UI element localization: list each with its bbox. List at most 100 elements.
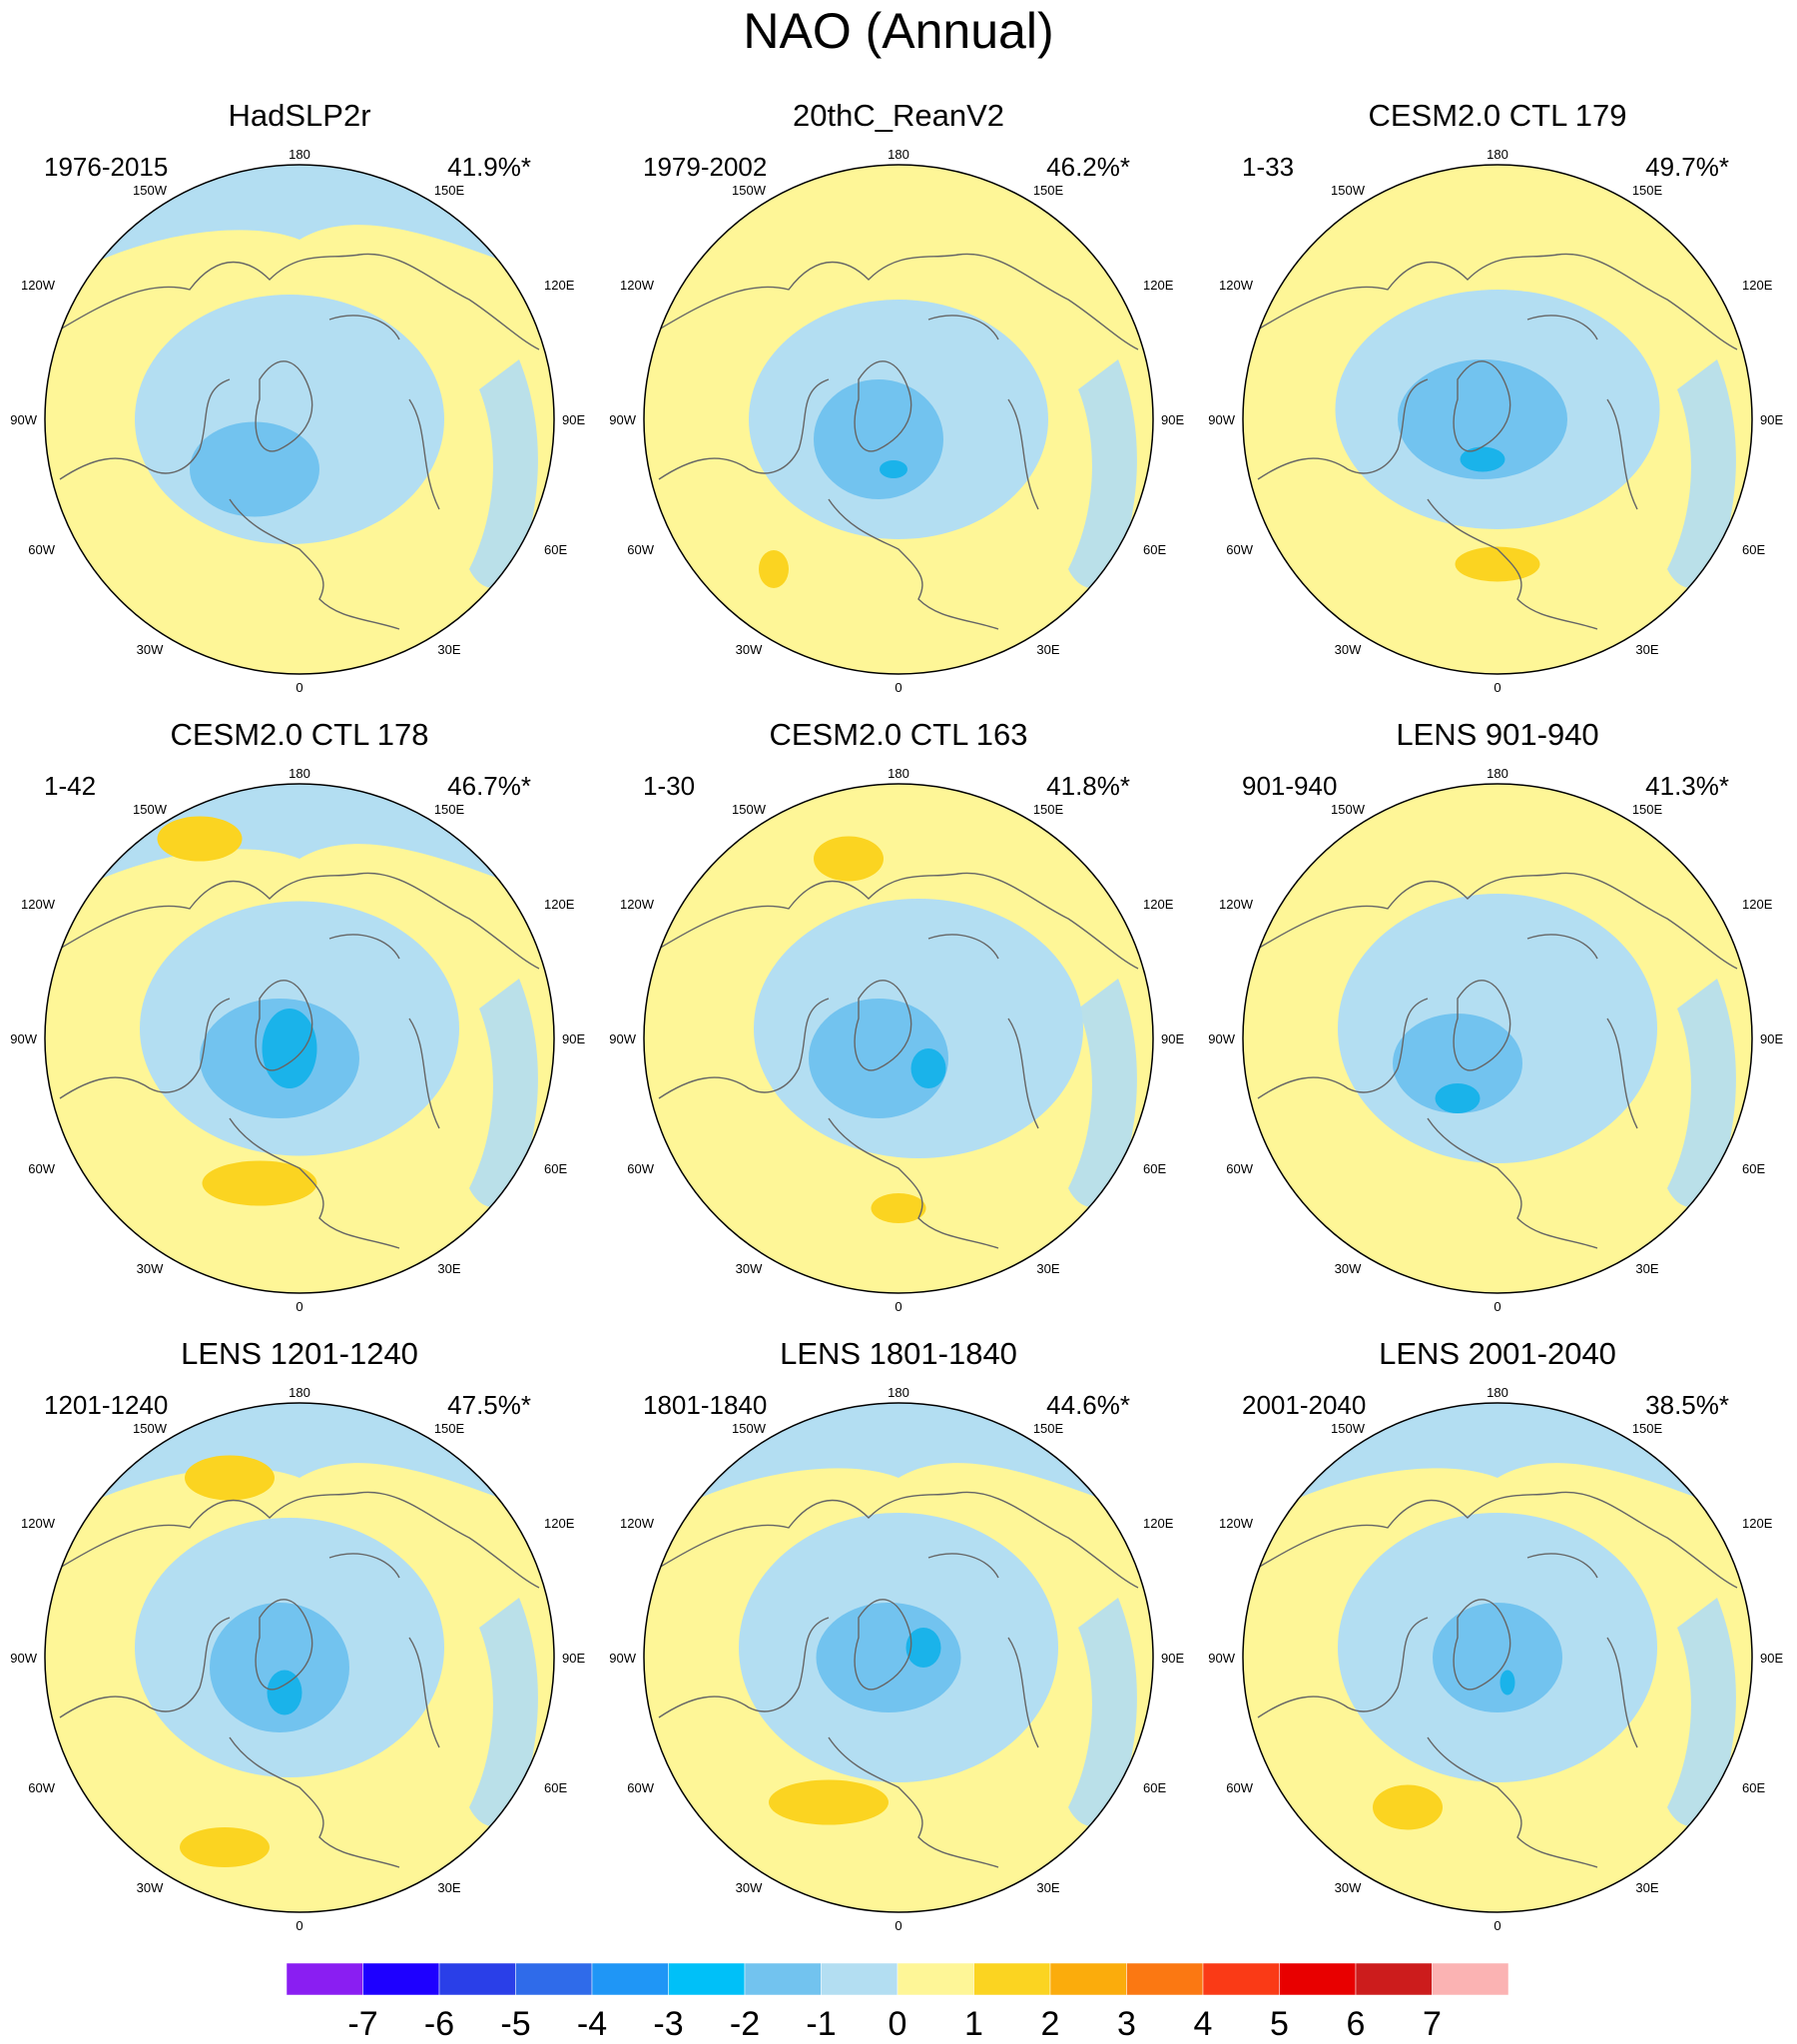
colorbar-label: -5 (500, 2005, 530, 2043)
map-panel: 20thC_ReanV2 1979-2002 46.2%* 180 0 90W 90E 150… (599, 80, 1198, 699)
polar-map: 180 0 90W 90E 150W 150E 120W 120E 60W 60E 30W 30E (609, 150, 1184, 695)
colorbar-swatch (744, 1962, 822, 1996)
longitude-label: 90W (1208, 1651, 1235, 1666)
map-panel: CESM2.0 CTL 179 1-33 49.7%* 180 0 90W 90E 150W 1… (1198, 80, 1797, 699)
longitude-label: 120E (1143, 897, 1174, 912)
colorbar-swatch (821, 1962, 898, 1996)
longitude-label: 90W (1208, 412, 1235, 427)
longitude-label: 180 (1487, 150, 1508, 162)
longitude-label: 30E (1635, 1880, 1658, 1895)
colorbar-label: -6 (424, 2005, 454, 2043)
panel-title: 20thC_ReanV2 (793, 98, 1004, 133)
longitude-label: 0 (296, 1299, 302, 1314)
longitude-label: 180 (888, 1388, 909, 1400)
longitude-label: 150W (1331, 1421, 1366, 1436)
longitude-label: 90W (1208, 1031, 1235, 1046)
polar-map: 180 0 90W 90E 150W 150E 120W 120E 60W 60E 30W 30E (1208, 1388, 1783, 1933)
longitude-label: 30W (1335, 1261, 1362, 1276)
longitude-label: 90E (1760, 1031, 1783, 1046)
longitude-label: 120E (544, 278, 575, 293)
longitude-label: 150W (732, 802, 767, 817)
variance-label: 46.2%* (1046, 152, 1130, 182)
colorbar-label: 7 (1423, 2005, 1442, 2043)
colorbar-label: 4 (1194, 2005, 1213, 2043)
longitude-label: 60W (1226, 1161, 1253, 1176)
longitude-label: 150W (133, 802, 168, 817)
longitude-label: 150E (434, 802, 465, 817)
longitude-label: 30W (736, 1880, 763, 1895)
longitude-label: 60E (1143, 1161, 1166, 1176)
variance-label: 41.3%* (1645, 771, 1729, 801)
longitude-label: 60W (28, 1161, 55, 1176)
map-panel: LENS 901-940 901-940 41.3%* 180 0 90W 90E 150W 1… (1198, 699, 1797, 1318)
longitude-label: 90E (1760, 412, 1783, 427)
colorbar-swatch (1049, 1962, 1127, 1996)
longitude-label: 180 (289, 1388, 310, 1400)
period-label: 1976-2015 (44, 152, 169, 182)
map-panel: HadSLP2r 1976-2015 41.9%* 180 0 90W 90E 150W 150… (0, 80, 599, 699)
longitude-label: 60W (28, 1780, 55, 1795)
colorbar: -7 -6 -5 -4 -3 -2 -1 0 1 2 3 4 5 6 7 (286, 1962, 1509, 2043)
variance-label: 41.8%* (1046, 771, 1130, 801)
longitude-label: 150E (434, 1421, 465, 1436)
variance-label: 49.7%* (1645, 152, 1729, 182)
longitude-label: 150E (1632, 802, 1663, 817)
figure-title: NAO (Annual) (743, 3, 1054, 59)
variance-label: 41.9%* (447, 152, 531, 182)
longitude-label: 30E (1635, 1261, 1658, 1276)
colorbar-label: 1 (964, 2005, 983, 2043)
panel-title: LENS 901-940 (1396, 717, 1599, 752)
longitude-label: 150E (1033, 802, 1064, 817)
colorbar-swatch (668, 1962, 746, 1996)
longitude-label: 90W (609, 1031, 636, 1046)
map-panel: LENS 2001-2040 2001-2040 38.5%* 180 0 90W 90E 1… (1198, 1318, 1797, 1937)
colorbar-label: -3 (653, 2005, 683, 2043)
longitude-label: 150W (1331, 183, 1366, 198)
longitude-label: 150E (1033, 183, 1064, 198)
colorbar-swatch (286, 1962, 363, 1996)
longitude-label: 90E (562, 1031, 585, 1046)
longitude-label: 30E (1036, 642, 1059, 657)
period-label: 1801-1840 (643, 1390, 768, 1420)
colorbar-label: -1 (806, 2005, 836, 2043)
longitude-label: 30W (1335, 642, 1362, 657)
panel-title: LENS 1801-1840 (780, 1336, 1017, 1371)
longitude-label: 150W (1331, 802, 1366, 817)
longitude-label: 30W (1335, 1880, 1362, 1895)
longitude-label: 30E (437, 1261, 460, 1276)
longitude-label: 150E (434, 183, 465, 198)
panel-title: LENS 1201-1240 (181, 1336, 418, 1371)
colorbar-swatch (1126, 1962, 1204, 1996)
map-panel: LENS 1201-1240 1201-1240 47.5%* 180 0 90W 90E 1… (0, 1318, 599, 1937)
colorbar-label: 2 (1041, 2005, 1060, 2043)
longitude-label: 180 (1487, 1388, 1508, 1400)
map-panel: LENS 1801-1840 1801-1840 44.6%* 180 0 90W 90E 1… (599, 1318, 1198, 1937)
longitude-label: 180 (289, 150, 310, 162)
period-label: 1979-2002 (643, 152, 768, 182)
longitude-label: 60E (1742, 542, 1765, 557)
longitude-label: 60W (627, 1161, 654, 1176)
longitude-label: 30W (736, 642, 763, 657)
longitude-label: 150W (732, 1421, 767, 1436)
longitude-label: 120W (620, 897, 655, 912)
longitude-label: 90W (609, 1651, 636, 1666)
longitude-label: 180 (289, 769, 310, 781)
colorbar-swatch (973, 1962, 1051, 1996)
polar-map: 180 0 90W 90E 150W 150E 120W 120E 60W 60E 30W 30E (609, 1388, 1184, 1933)
longitude-label: 180 (1487, 769, 1508, 781)
longitude-label: 0 (895, 680, 901, 695)
longitude-label: 90E (1161, 1031, 1184, 1046)
longitude-label: 30E (1036, 1261, 1059, 1276)
longitude-label: 30E (1635, 642, 1658, 657)
period-label: 2001-2040 (1242, 1390, 1367, 1420)
longitude-label: 120W (21, 1516, 56, 1531)
panel-title: HadSLP2r (228, 98, 371, 133)
colorbar-label: -4 (577, 2005, 607, 2043)
colorbar-swatch (515, 1962, 593, 1996)
longitude-label: 90W (10, 1651, 37, 1666)
polar-map: 180 0 90W 90E 150W 150E 120W 120E 60W 60E 30W 30E (10, 769, 585, 1314)
longitude-label: 30E (437, 1880, 460, 1895)
longitude-label: 0 (895, 1918, 901, 1933)
polar-map: 180 0 90W 90E 150W 150E 120W 120E 60W 60E 30W 30E (10, 150, 585, 695)
polar-map: 180 0 90W 90E 150W 150E 120W 120E 60W 60E 30W 30E (1208, 150, 1783, 695)
